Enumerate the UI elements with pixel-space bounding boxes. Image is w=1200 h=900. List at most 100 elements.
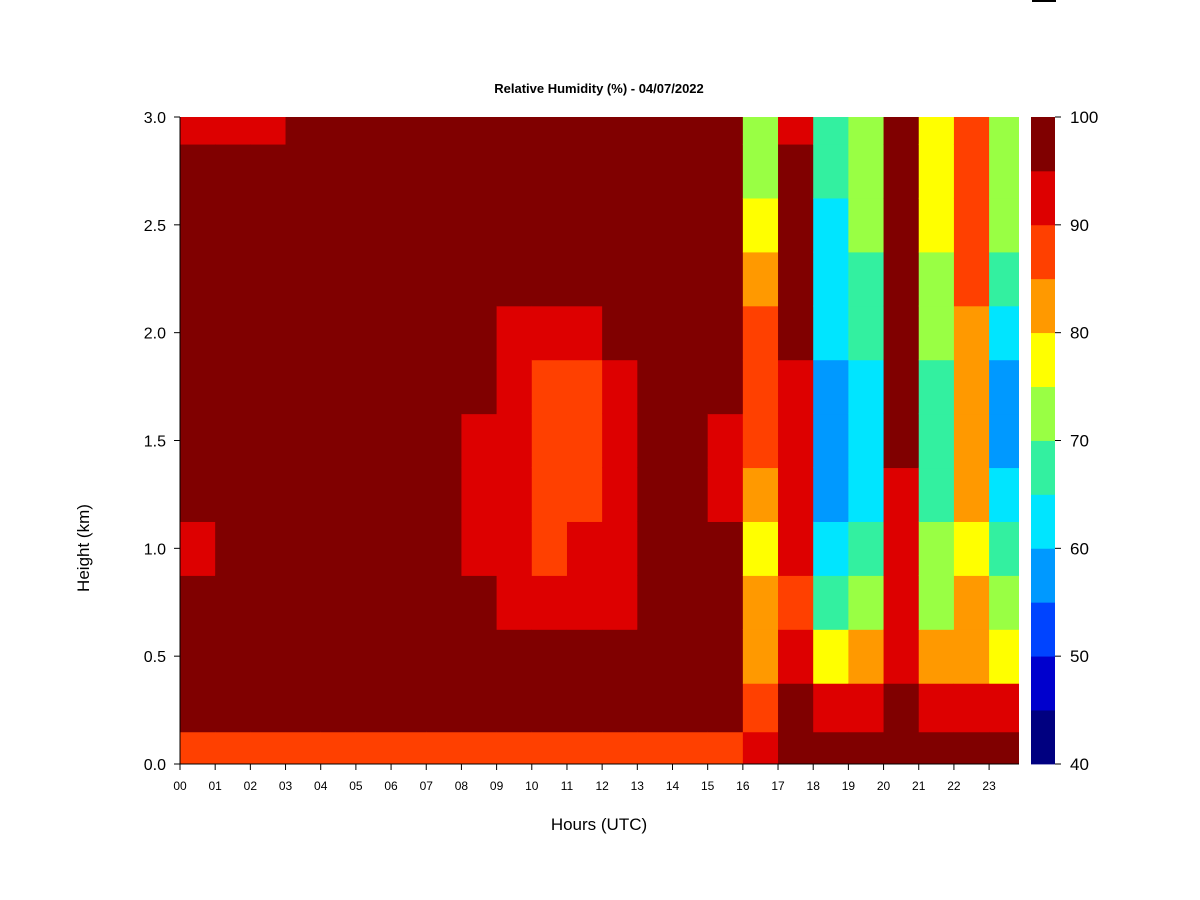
heatmap-cell <box>355 629 392 684</box>
heatmap-cell <box>813 467 849 522</box>
heatmap-cell <box>285 575 322 630</box>
heatmap-cell <box>918 467 955 522</box>
heatmap-cell <box>883 413 920 469</box>
heatmap-cell <box>250 251 287 307</box>
heatmap-cell <box>883 575 920 630</box>
heatmap-cell <box>953 251 990 307</box>
heatmap-cell <box>250 305 287 361</box>
colorbar-swatch <box>1031 386 1055 441</box>
heatmap-cell <box>918 731 955 764</box>
heatmap-cell <box>320 683 357 733</box>
heatmap-cell <box>813 629 849 684</box>
heatmap-cell <box>813 305 849 361</box>
heatmap-cell <box>285 731 322 764</box>
heatmap-cell <box>215 575 251 630</box>
heatmap-cell <box>285 143 322 199</box>
heatmap-cell <box>672 359 709 415</box>
heatmap-cell <box>566 521 603 576</box>
heatmap-cell <box>180 629 216 684</box>
heatmap-cell <box>883 683 920 733</box>
heatmap-cell <box>496 629 533 684</box>
heatmap-cell <box>953 143 990 199</box>
heatmap-cell <box>883 197 920 253</box>
x-tick-label: 13 <box>631 779 645 793</box>
heatmap-cell <box>566 467 603 522</box>
heatmap-cell <box>602 305 638 361</box>
heatmap-cell <box>320 251 357 307</box>
heatmap-cell <box>778 197 814 253</box>
heatmap-cell <box>391 197 427 253</box>
heatmap-cell <box>426 731 463 764</box>
heatmap-cell <box>355 683 392 733</box>
heatmap-cell <box>672 251 709 307</box>
heatmap-cell <box>707 197 744 253</box>
heatmap-cell <box>391 251 427 307</box>
colorbar-tick-label: 80 <box>1070 324 1089 343</box>
heatmap-cell <box>461 731 498 764</box>
y-tick-label: 2.5 <box>144 218 166 235</box>
colorbar-swatch <box>1031 548 1055 603</box>
heatmap-cell <box>848 413 885 469</box>
heatmap-cell <box>531 359 568 415</box>
heatmap-cell <box>778 117 814 145</box>
heatmap-cell <box>883 359 920 415</box>
heatmap-cell <box>989 683 1019 733</box>
heatmap-cell <box>637 731 674 764</box>
heatmap-cell <box>250 467 287 522</box>
heatmap-cell <box>637 197 674 253</box>
heatmap-cell <box>426 117 463 145</box>
x-tick-label: 02 <box>244 779 258 793</box>
heatmap-cell <box>496 731 533 764</box>
heatmap-cell <box>637 629 674 684</box>
x-tick-label: 11 <box>561 779 574 793</box>
heatmap-cell <box>355 197 392 253</box>
heatmap-cell <box>989 197 1019 253</box>
heatmap-cell <box>707 359 744 415</box>
heatmap-cell <box>320 143 357 199</box>
heatmap-cell <box>813 359 849 415</box>
heatmap-cell <box>707 143 744 199</box>
heatmap-cell <box>602 117 638 145</box>
heatmap-cell <box>602 467 638 522</box>
x-tick-label: 22 <box>947 779 961 793</box>
heatmap-cell <box>285 117 322 145</box>
heatmap-cell <box>531 143 568 199</box>
heatmap-cell <box>355 143 392 199</box>
heatmap-cell <box>180 413 216 469</box>
heatmap-cell <box>285 521 322 576</box>
heatmap-cell <box>989 467 1019 522</box>
colorbar-tick-label: 100 <box>1070 108 1098 127</box>
heatmap-cell <box>461 359 498 415</box>
heatmap-cell <box>637 683 674 733</box>
heatmap-cell <box>742 683 779 733</box>
heatmap-cell <box>461 305 498 361</box>
heatmap-cell <box>426 197 463 253</box>
heatmap-cell <box>531 467 568 522</box>
heatmap-cell <box>496 683 533 733</box>
heatmap-cell <box>707 575 744 630</box>
heatmap-cell <box>461 575 498 630</box>
heatmap-cell <box>918 575 955 630</box>
heatmap-cell <box>566 305 603 361</box>
heatmap-cell <box>883 305 920 361</box>
heatmap-cell <box>461 143 498 199</box>
heatmap-cell <box>215 521 251 576</box>
chart-title: Relative Humidity (%) - 04/07/2022 <box>494 81 704 96</box>
heatmap-cell <box>426 683 463 733</box>
heatmap-cell <box>461 629 498 684</box>
heatmap-cell <box>918 143 955 199</box>
heatmap-cell <box>391 629 427 684</box>
heatmap-cell <box>180 359 216 415</box>
colorbar-swatch <box>1031 224 1055 280</box>
heatmap-cell <box>672 305 709 361</box>
heatmap-cell <box>496 521 533 576</box>
x-tick-label: 10 <box>525 779 539 793</box>
heatmap-cell <box>180 521 216 576</box>
heatmap-cell <box>496 575 533 630</box>
heatmap-cell <box>566 197 603 253</box>
heatmap-cell <box>813 251 849 307</box>
x-tick-label: 03 <box>279 779 293 793</box>
heatmap-cell <box>637 359 674 415</box>
heatmap-cell <box>742 575 779 630</box>
y-axis-title: Height (km) <box>74 504 93 592</box>
